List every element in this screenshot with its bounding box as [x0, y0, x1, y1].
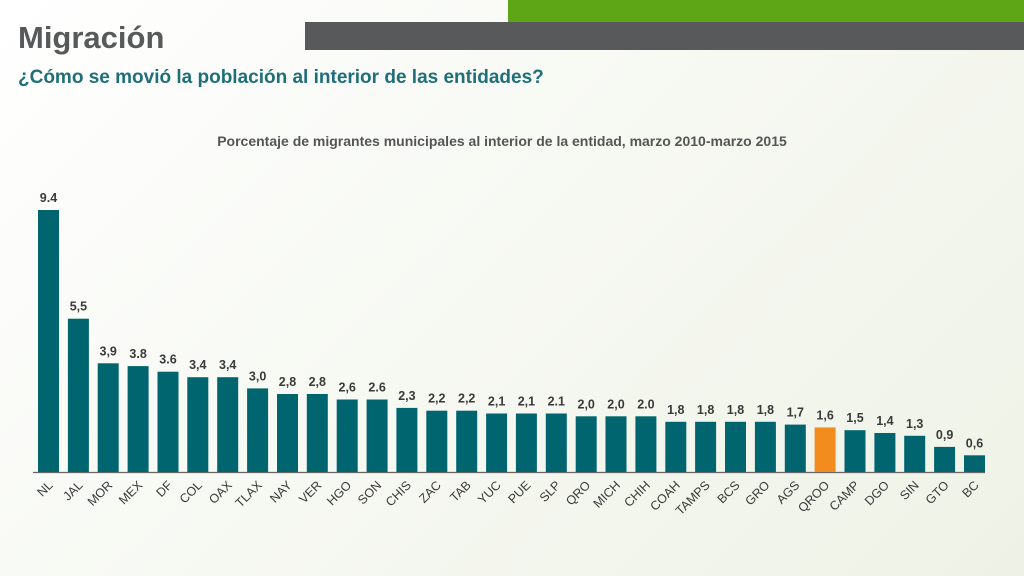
- data-label-sin: 1,3: [906, 417, 923, 431]
- data-label-bc: 0,6: [966, 436, 983, 450]
- data-label-tamps: 1,8: [697, 403, 714, 417]
- data-label-mich: 2,0: [607, 397, 624, 411]
- data-label-ags: 1,7: [787, 406, 804, 420]
- data-label-oax: 3,4: [219, 358, 236, 372]
- category-label-tab: TAB: [447, 478, 473, 504]
- category-label-col: COL: [177, 478, 205, 506]
- bar-hgo: [336, 399, 358, 472]
- data-label-hgo: 2,6: [339, 381, 356, 395]
- data-label-qroo: 1,6: [816, 408, 833, 422]
- category-label-jal: JAL: [60, 478, 85, 503]
- bar-mex: [127, 366, 149, 472]
- category-label-ver: VER: [296, 478, 324, 506]
- category-label-mor: MOR: [85, 478, 116, 509]
- page-title: Migración: [18, 20, 165, 55]
- bar-qroo: [814, 427, 836, 472]
- category-label-pue: PUE: [505, 478, 533, 506]
- bar-tab: [456, 410, 478, 472]
- bar-gro: [754, 421, 776, 472]
- category-label-gto: GTO: [923, 478, 952, 507]
- data-label-pue: 2,1: [518, 395, 535, 409]
- data-label-jal: 5,5: [70, 300, 87, 314]
- data-label-nl: 9.4: [40, 191, 57, 205]
- data-label-tab: 2,2: [458, 392, 475, 406]
- data-label-yuc: 2,1: [488, 395, 505, 409]
- category-label-son: SON: [355, 478, 384, 507]
- category-label-gro: GRO: [742, 478, 772, 508]
- bar-mor: [97, 363, 119, 472]
- category-label-mex: MEX: [116, 478, 146, 508]
- data-label-zac: 2,2: [428, 392, 445, 406]
- data-label-tlax: 3,0: [249, 369, 266, 383]
- data-label-chis: 2,3: [398, 389, 415, 403]
- bar-son: [366, 399, 388, 472]
- category-label-df: DF: [153, 478, 175, 500]
- bar-bcs: [725, 421, 746, 472]
- bar-camp: [844, 430, 866, 472]
- bar-nay: [277, 394, 298, 472]
- bar-df: [157, 371, 179, 472]
- data-label-gto: 0,9: [936, 428, 953, 442]
- chart-title: Porcentaje de migrantes municipales al i…: [217, 133, 787, 149]
- bar-oax: [217, 377, 239, 472]
- bar-tamps: [695, 421, 717, 472]
- data-label-gro: 1,8: [757, 403, 774, 417]
- data-label-camp: 1,5: [846, 411, 863, 425]
- data-label-slp: 2.1: [548, 395, 565, 409]
- category-label-camp: CAMP: [827, 478, 862, 513]
- data-label-bcs: 1,8: [727, 403, 744, 417]
- category-label-bc: BC: [959, 478, 981, 500]
- category-label-yuc: YUC: [475, 478, 504, 507]
- category-label-hgo: HGO: [324, 478, 354, 508]
- category-label-nay: NAY: [267, 478, 295, 506]
- bar-mich: [605, 416, 627, 472]
- bar-tlax: [247, 388, 269, 472]
- data-label-ver: 2,8: [309, 375, 326, 389]
- data-label-df: 3.6: [159, 353, 176, 367]
- bar-zac: [426, 410, 448, 472]
- category-label-nl: NL: [34, 478, 55, 499]
- category-label-bcs: BCS: [715, 478, 743, 506]
- bar-col: [187, 377, 209, 472]
- data-label-son: 2.6: [368, 381, 385, 395]
- data-label-dgo: 1,4: [876, 414, 893, 428]
- data-label-coah: 1,8: [667, 403, 684, 417]
- bar-ver: [306, 394, 328, 472]
- top-green-band: [508, 0, 1024, 22]
- bar-dgo: [874, 433, 896, 472]
- bar-ags: [784, 424, 806, 472]
- bar-coah: [665, 421, 687, 472]
- bar-chis: [396, 407, 418, 472]
- bar-chih: [635, 416, 657, 472]
- category-label-qroo: QROO: [795, 478, 832, 515]
- bar-sin: [904, 435, 926, 472]
- bar-bc: [964, 455, 985, 472]
- data-label-qro: 2,0: [578, 397, 595, 411]
- category-label-mich: MICH: [591, 478, 623, 510]
- category-label-sin: SIN: [897, 478, 922, 503]
- category-label-oax: OAX: [206, 478, 235, 507]
- data-label-col: 3,4: [189, 358, 206, 372]
- bar-pue: [515, 413, 537, 472]
- bar-jal: [67, 318, 89, 472]
- category-label-zac: ZAC: [416, 478, 444, 506]
- bar-qro: [575, 416, 597, 472]
- page-subtitle: ¿Cómo se movió la población al interior …: [18, 67, 544, 88]
- category-label-chis: CHIS: [383, 478, 414, 509]
- bar-slp: [545, 413, 567, 472]
- top-dark-band: [305, 22, 1024, 50]
- category-label-tlax: TLAX: [233, 478, 265, 510]
- category-label-slp: SLP: [537, 478, 564, 505]
- bar-gto: [934, 446, 956, 472]
- category-label-qro: QRO: [563, 478, 593, 508]
- category-label-dgo: DGO: [862, 478, 892, 508]
- data-label-nay: 2,8: [279, 375, 296, 389]
- data-label-chih: 2.0: [637, 397, 654, 411]
- data-label-mor: 3,9: [100, 344, 117, 358]
- data-label-mex: 3.8: [129, 347, 146, 361]
- bar-nl: [38, 210, 59, 472]
- bar-yuc: [486, 413, 508, 472]
